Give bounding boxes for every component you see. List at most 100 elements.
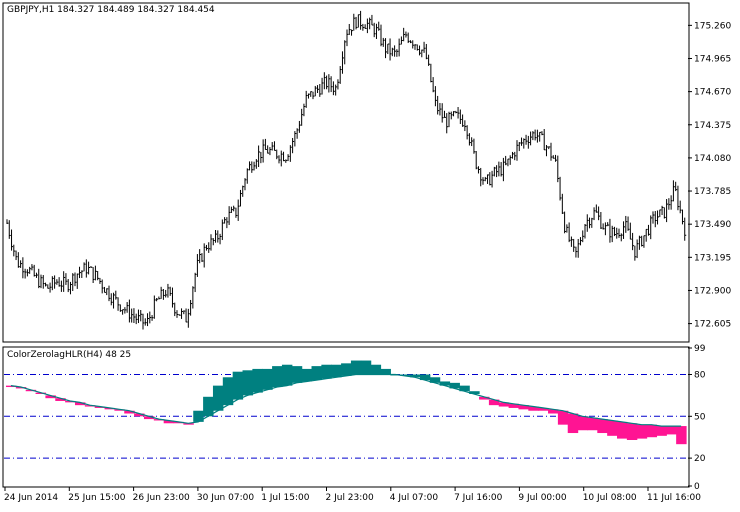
signal-line [10,373,682,427]
price-tick-label: 173.490 [694,220,731,230]
histogram-bar [65,400,76,403]
histogram-bar [548,409,559,414]
histogram-bar [508,403,520,408]
histogram-bar [45,395,56,399]
histogram-bar [656,426,667,436]
histogram-bar [321,364,332,379]
histogram-bar [370,364,382,375]
indicator-level-axis: 99 80 50 20 0 [688,344,706,492]
histogram-bar [666,426,677,435]
histogram-bar [55,398,66,401]
time-tick-label: 26 Jun 23:00 [133,493,190,503]
histogram-bar [291,366,303,383]
histogram-bar [469,391,480,394]
level-tick-label: 20 [694,454,706,464]
histogram-bar [400,374,411,376]
histogram-bar [134,413,145,417]
histogram-bar [360,360,372,375]
histogram-bar [518,405,529,410]
time-tick-label: 10 Jul 08:00 [583,493,637,503]
histogram-bar [567,413,579,434]
level-tick-label: 50 [694,412,706,422]
histogram-bar [498,402,510,407]
histogram-bar [607,420,618,436]
histogram-bar [676,426,687,445]
histogram-bar [124,410,135,414]
level-tick-label: 80 [694,370,706,380]
histogram-bar [242,370,253,396]
time-tick-label: 2 Jul 23:00 [326,493,375,503]
price-bars-group [6,10,687,330]
histogram-bar [153,419,165,421]
time-tick-label: 4 Jul 07:00 [390,493,439,503]
histogram-bar [341,363,352,376]
price-tick-label: 174.080 [694,154,731,164]
price-panel-title: GBPJPY,H1 184.327 184.489 184.327 184.45… [7,5,215,15]
price-tick-label: 174.375 [694,121,731,131]
histogram-bar [84,405,96,407]
histogram-bar [646,424,658,438]
indicator-panel-title: ColorZerolagHLR(H4) 48 25 [7,350,131,360]
histogram-bar [114,409,125,411]
time-tick-label: 25 Jun 15:00 [68,493,125,503]
level-tick-label: 0 [694,482,700,492]
histogram-bar [104,407,116,410]
histogram-bar [6,385,17,388]
histogram-bar [203,396,214,417]
histogram-bar [538,407,549,411]
histogram-bar [281,364,293,386]
histogram-bar [272,366,283,388]
histogram-bar [350,360,362,375]
price-tick-label: 173.785 [694,187,731,197]
histogram-bar [528,406,539,411]
time-tick-label: 7 Jul 16:00 [454,493,503,503]
histogram-bar [252,368,263,393]
histogram-bar [212,385,224,411]
price-tick-label: 175.260 [694,21,731,31]
histogram-bar [479,396,490,400]
price-tick-label: 173.195 [694,253,731,263]
histogram-bar [94,406,106,408]
histogram-bar [449,382,460,389]
histogram-bar [429,377,441,383]
histogram-bar [193,410,204,422]
histogram-bar [173,421,184,424]
price-axis: 175.260 174.965 174.670 174.375 174.080 173.7… [688,21,731,330]
time-tick-label: 24 Jun 2014 [4,493,58,503]
histogram-bar [232,371,244,400]
histogram-bar [557,410,569,425]
time-axis: 24 Jun 2014 25 Jun 15:00 26 Jun 23:00 30 Ju… [4,487,701,503]
histogram-bar [301,368,313,382]
histogram-bar [74,402,86,406]
price-panel[interactable]: GBPJPY,H1 184.327 184.489 184.327 184.45… [2,2,731,343]
level-tick-label: 99 [694,344,706,354]
histogram-bar [626,423,638,440]
time-tick-label: 1 Jul 15:00 [261,493,310,503]
histogram-bar [587,417,598,431]
price-tick-label: 174.965 [694,54,731,64]
indicator-histogram-group [6,360,687,445]
histogram-bar [163,420,175,424]
histogram-bar [183,423,194,425]
histogram-bar [617,421,628,439]
histogram-bar [15,387,27,389]
histogram-bar [222,377,234,406]
histogram-bar [143,416,155,420]
histogram-bar [262,368,273,390]
histogram-bar [459,385,470,392]
price-panel-frame [2,2,690,343]
time-tick-label: 11 Jul 16:00 [647,493,701,503]
histogram-bar [380,368,391,375]
indicator-panel[interactable]: ColorZerolagHLR(H4) 48 25 99 80 50 20 0 [2,344,706,492]
price-tick-label: 172.900 [694,286,731,296]
histogram-bar [410,374,421,378]
histogram-bar [597,419,608,434]
price-tick-label: 172.605 [694,320,731,330]
price-tick-label: 174.670 [694,88,731,98]
histogram-bar [331,364,342,378]
histogram-bar [636,424,648,439]
time-tick-label: 9 Jul 00:00 [518,493,567,503]
time-tick-label: 30 Jun 07:00 [197,493,254,503]
